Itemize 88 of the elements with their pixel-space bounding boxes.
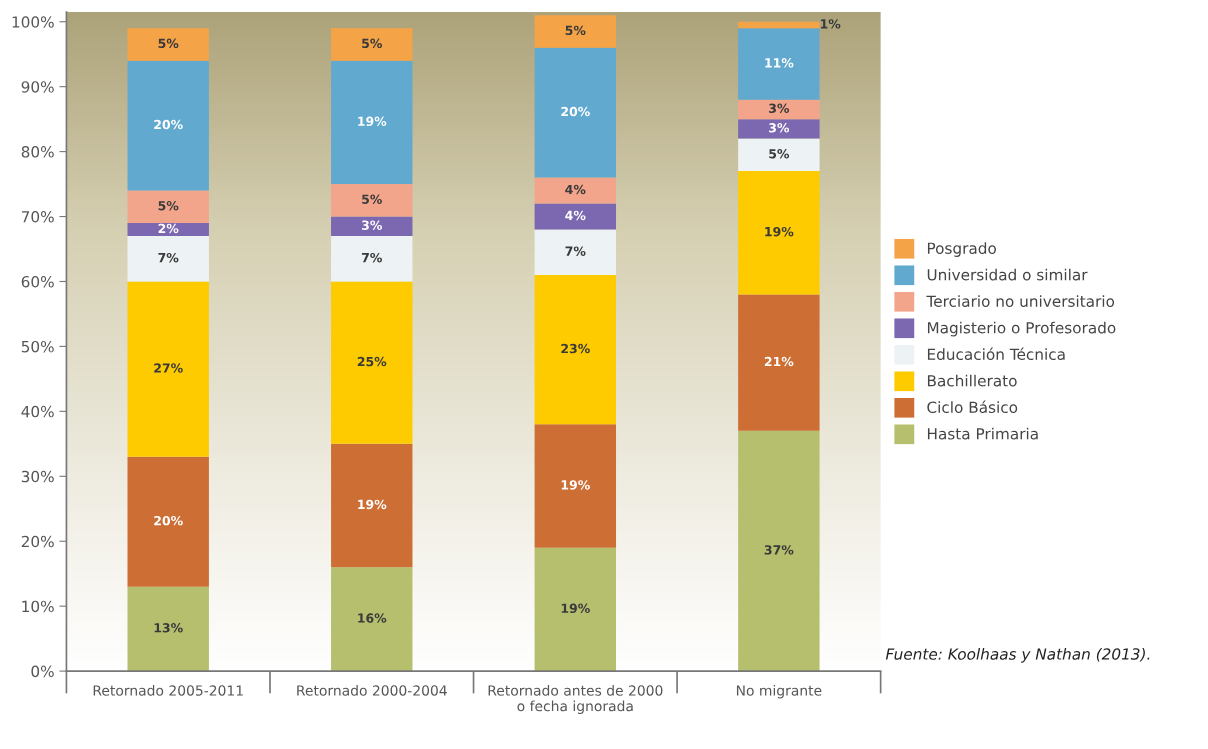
data-label: 3% [769,123,790,133]
data-label: 20% [154,515,183,526]
data-label: 5% [769,149,790,159]
bar [331,28,413,61]
data-label: 2% [158,223,179,234]
y-tick-label: 40% [21,405,54,418]
data-label: 4% [565,184,586,195]
y-tick-label: 50% [21,340,54,353]
data-label: 25% [357,356,387,367]
y-tick-label: 30% [21,470,54,483]
bar [127,281,209,457]
data-label: 21% [764,356,794,367]
data-label: 20% [154,119,183,130]
legend-label: Bachillerato [927,374,1017,387]
bar [127,236,209,282]
data-label: 3% [361,220,382,230]
data-label: 19% [561,480,590,490]
y-tick-label: 90% [21,81,54,93]
bar [534,424,617,548]
y-tick-label: 60% [21,275,54,288]
bar [738,171,820,295]
bar [534,177,617,204]
data-label: 27% [154,363,183,373]
legend-label: Ciclo Básico [927,400,1018,414]
legend-label: Magisterio o Profesorado [927,321,1116,337]
bar [534,229,617,275]
data-label: 5% [158,38,179,49]
data-label: 16% [358,613,387,623]
bar [331,184,413,217]
source-note: Fuente: Koolhaas y Nathan (2013). [885,647,1150,663]
data-label: 7% [158,252,179,263]
bar [534,203,617,230]
x-tick-label: Retornado 2000-2004 [297,684,447,696]
data-label: 3% [769,103,790,114]
data-label: 19% [358,499,387,510]
bar [127,60,209,191]
bar [738,21,820,29]
bar [127,456,209,587]
bar [331,216,413,237]
y-tick-label: 0% [31,665,54,678]
y-tick-label: 100% [12,16,54,28]
y-tick-label: 20% [21,535,54,548]
legend-label: Educación Técnica [927,347,1065,361]
data-label: 5% [362,194,382,204]
data-label: 7% [361,252,382,263]
y-tick-label: 70% [21,211,54,223]
data-label: 13% [154,623,183,633]
data-label: 5% [158,200,179,211]
bar [534,47,617,178]
x-tick-label: No migrante [736,684,822,699]
data-label: 1% [820,19,841,29]
bar [331,567,413,672]
legend-label: Universidad o similar [927,268,1088,281]
bar [331,281,413,444]
data-label: 19% [561,603,590,614]
data-label: 7% [565,246,586,256]
data-label: 23% [561,343,590,354]
data-label: 11% [765,58,794,68]
x-tick-label: Retornado 2005-2011 [93,684,243,696]
legend-label: Terciario no universitario [926,295,1115,307]
bar [534,547,617,672]
data-label: 5% [362,38,382,49]
bar [738,28,820,100]
data-label: 19% [765,226,794,237]
bar [534,15,617,48]
data-label: 37% [764,545,794,555]
bar [534,274,617,425]
bar [127,586,209,672]
bar [127,223,209,237]
data-label: 20% [561,106,590,117]
legend-label: Posgrado [927,242,996,257]
bar [331,60,413,185]
data-label: 5% [565,25,586,36]
bar [738,138,820,172]
y-tick-label: 80% [21,146,54,158]
data-label: 4% [565,210,586,221]
bar [738,430,820,672]
data-label: 19% [358,116,387,127]
bar [738,294,820,431]
bar [331,236,413,282]
bar [331,443,413,568]
bar [738,119,820,139]
y-tick-label: 10% [22,600,54,613]
bar [127,190,209,224]
legend-label: Hasta Primaria [927,427,1038,440]
bar [127,28,209,61]
bar [738,99,820,120]
x-tick-label: Retornado antes de 2000 o fecha ignorada [488,684,663,714]
